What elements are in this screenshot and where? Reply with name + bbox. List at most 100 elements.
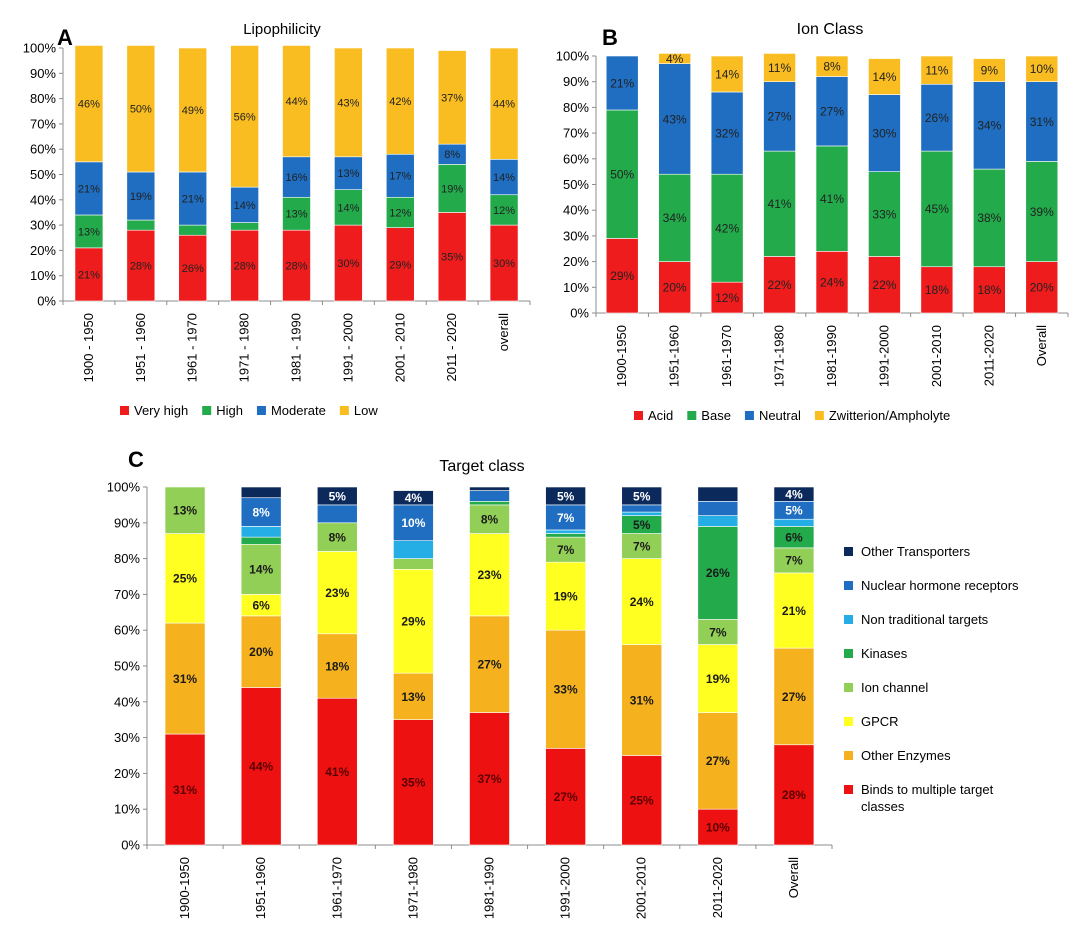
bar-segment (316, 504, 358, 524)
y-tick-label: 40% (30, 192, 56, 207)
data-label: 31% (173, 783, 197, 797)
legend-label: Moderate (271, 403, 326, 418)
bar-segment (621, 533, 663, 559)
bar-segment (710, 55, 744, 93)
bar-segment (621, 755, 663, 846)
bar-segment (763, 81, 796, 152)
bar-segment (437, 212, 467, 302)
bar-segment (74, 247, 104, 302)
bar-segment (697, 808, 739, 846)
data-label: 8% (329, 530, 347, 544)
y-tick-label: 50% (30, 167, 56, 182)
data-label: 23% (477, 568, 501, 582)
data-label: 42% (715, 222, 739, 236)
data-label: 7% (785, 554, 803, 568)
data-label: 5% (633, 489, 651, 503)
data-label: 10% (1030, 62, 1054, 76)
category-label: 1981 - 1990 (289, 313, 304, 382)
data-label: 33% (872, 207, 896, 221)
bar-segment (658, 53, 691, 65)
category-label: Overall (1034, 325, 1049, 366)
data-label: 30% (493, 258, 515, 270)
bar-segment (773, 744, 815, 846)
legend-swatch (844, 581, 853, 590)
bar-segment (240, 536, 282, 545)
data-label: 13% (78, 226, 100, 238)
data-label: 7% (557, 511, 575, 525)
bar-segment (973, 58, 1006, 82)
category-label: 1991-2000 (558, 857, 573, 919)
y-tick-label: 70% (563, 126, 589, 141)
data-label: 20% (1030, 281, 1054, 295)
y-tick-label: 100% (556, 49, 590, 64)
bar-segment (763, 150, 796, 257)
data-label: 31% (630, 693, 654, 707)
bar-segment (334, 156, 363, 190)
data-label: 14% (337, 202, 359, 214)
bar-segment (393, 719, 434, 846)
bar-segment (126, 219, 156, 231)
bar-segment (710, 91, 744, 175)
bar-segment (178, 224, 208, 236)
y-tick-label: 20% (30, 243, 56, 258)
data-label: 10% (706, 820, 730, 834)
bar-segment (240, 486, 282, 499)
data-label: 14% (249, 563, 273, 577)
legend-swatch (844, 717, 853, 726)
data-label: 18% (977, 283, 1001, 297)
data-label: 22% (872, 278, 896, 292)
data-label: 45% (925, 202, 949, 216)
y-tick-label: 30% (114, 730, 140, 745)
bar-segment (469, 533, 510, 617)
bar-segment (545, 536, 586, 563)
bar-segment (469, 615, 510, 713)
bar-segment (126, 45, 156, 173)
bar-segment (697, 486, 739, 502)
bar-segment (697, 644, 739, 713)
bar-segment (621, 511, 663, 516)
bar-segment (469, 486, 510, 491)
bar-segment (316, 522, 358, 552)
data-label: 44% (249, 760, 273, 774)
bar-segment (282, 229, 311, 302)
bar-segment (697, 619, 739, 645)
data-label: 35% (441, 252, 463, 264)
bar-segment (763, 53, 796, 83)
y-tick-label: 0% (37, 294, 56, 309)
data-label: 7% (709, 625, 727, 639)
bar-segment (1025, 81, 1059, 162)
bar-segment (393, 569, 434, 674)
legend-swatch (120, 406, 129, 415)
category-label: 2001 - 2010 (392, 313, 407, 382)
y-tick-label: 50% (563, 177, 589, 192)
category-label: 1951 - 1960 (133, 313, 148, 382)
category-label: Overall (786, 857, 801, 898)
category-label: 2011-2020 (710, 857, 725, 918)
legend-label: Neutral (759, 408, 801, 423)
data-label: 13% (401, 690, 425, 704)
data-label: 11% (925, 63, 948, 77)
data-label: 4% (666, 52, 684, 66)
y-tick-label: 100% (107, 480, 141, 495)
data-label: 19% (554, 590, 578, 604)
bar-segment (240, 543, 282, 595)
bar-segment (393, 558, 434, 570)
data-label: 41% (768, 197, 792, 211)
chart-panel-c: C Target class 0% 10% 20% 30% 40% 50% 60% 70% 80% 9… (107, 447, 1019, 919)
data-label: 37% (441, 92, 463, 104)
bar-segment (385, 47, 415, 155)
bar-segment (240, 615, 282, 688)
bar-segment (697, 501, 739, 516)
bar-segment (1025, 161, 1059, 262)
bar-segment (74, 45, 104, 163)
data-label: 5% (329, 489, 347, 503)
data-label: 5% (785, 504, 803, 518)
data-label: 28% (285, 261, 307, 273)
legend-swatch (844, 615, 853, 624)
bar-segment (920, 266, 954, 314)
bar-segment (316, 551, 358, 635)
category-label: 1951-1960 (667, 325, 682, 387)
data-label: 20% (663, 281, 687, 295)
chart-panel-a: A Lipophilicity 0% 10% 20% 30% 40% 50% 60% 70% 80%… (23, 21, 531, 418)
data-label: 5% (633, 518, 651, 532)
